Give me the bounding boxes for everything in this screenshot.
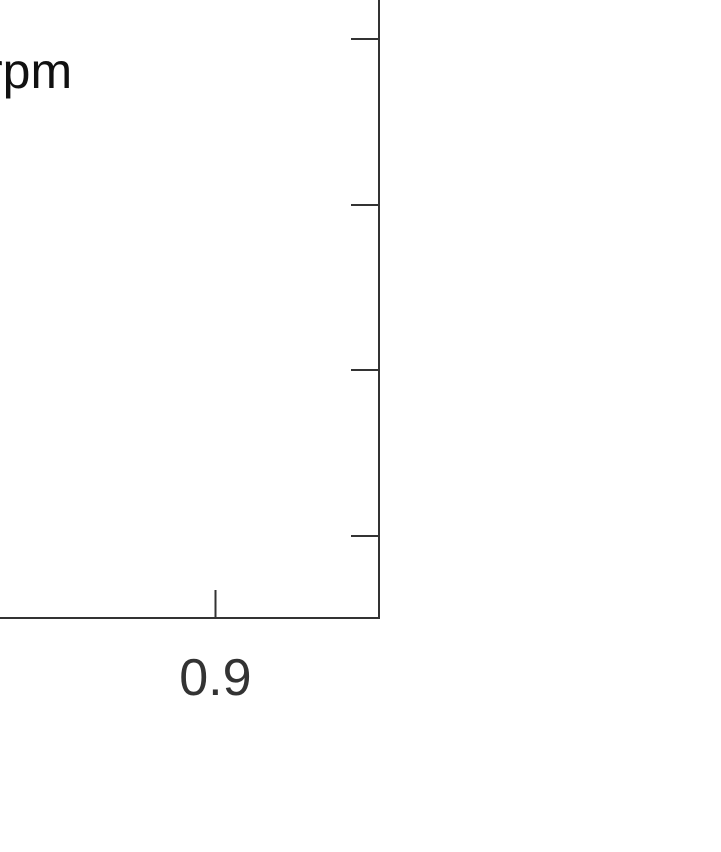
axes-group <box>0 0 380 619</box>
y-ticks-group <box>351 38 379 537</box>
x-tick-label: 0.9 <box>179 649 251 707</box>
legend-entry-label: rpm <box>0 43 73 99</box>
x-ticks-group: 0.9 <box>179 590 252 707</box>
